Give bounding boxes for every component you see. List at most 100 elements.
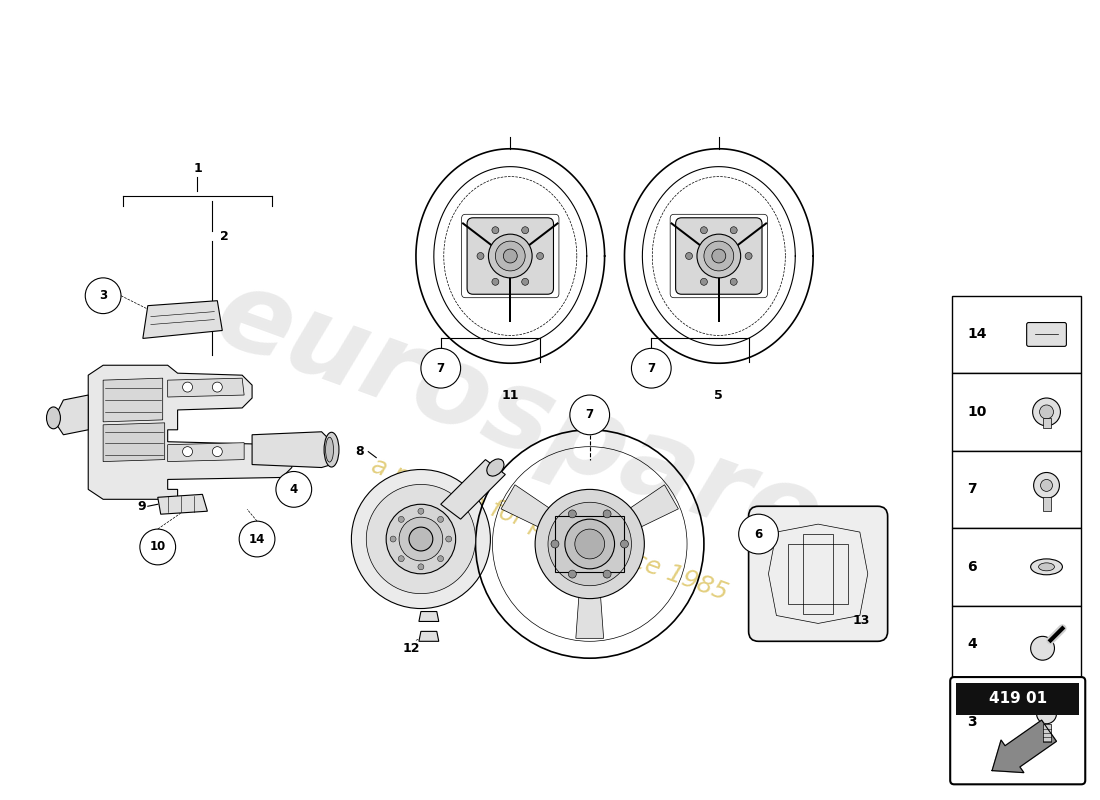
Polygon shape xyxy=(103,378,163,422)
Text: 14: 14 xyxy=(249,533,265,546)
Polygon shape xyxy=(157,494,208,514)
Circle shape xyxy=(701,226,707,234)
Circle shape xyxy=(351,470,491,609)
Circle shape xyxy=(730,278,737,286)
Text: 12: 12 xyxy=(403,642,420,654)
Circle shape xyxy=(521,226,529,234)
Circle shape xyxy=(212,446,222,457)
Polygon shape xyxy=(103,423,165,462)
Circle shape xyxy=(398,516,404,522)
Text: 3: 3 xyxy=(967,714,977,729)
Circle shape xyxy=(239,521,275,557)
Text: 7: 7 xyxy=(647,362,656,374)
Text: a passion for parts since 1985: a passion for parts since 1985 xyxy=(368,454,732,605)
FancyBboxPatch shape xyxy=(675,218,762,294)
Circle shape xyxy=(1033,398,1060,426)
Polygon shape xyxy=(143,301,222,338)
Text: 2: 2 xyxy=(220,230,229,242)
Text: 13: 13 xyxy=(852,614,870,627)
Polygon shape xyxy=(167,442,244,462)
Polygon shape xyxy=(619,485,679,533)
FancyBboxPatch shape xyxy=(953,450,1081,528)
Circle shape xyxy=(386,504,455,574)
Circle shape xyxy=(712,249,726,263)
Circle shape xyxy=(492,226,499,234)
Polygon shape xyxy=(88,366,292,499)
Text: 5: 5 xyxy=(714,389,723,402)
Text: 7: 7 xyxy=(585,408,594,422)
Circle shape xyxy=(212,382,222,392)
Circle shape xyxy=(548,502,631,586)
FancyBboxPatch shape xyxy=(1043,498,1050,511)
Text: 4: 4 xyxy=(289,483,298,496)
FancyBboxPatch shape xyxy=(950,677,1086,784)
Text: 1: 1 xyxy=(194,162,201,175)
Circle shape xyxy=(1034,473,1059,498)
FancyBboxPatch shape xyxy=(468,218,553,294)
FancyBboxPatch shape xyxy=(1043,418,1050,428)
Circle shape xyxy=(1031,636,1055,660)
FancyBboxPatch shape xyxy=(953,683,1081,761)
Polygon shape xyxy=(419,611,439,622)
Polygon shape xyxy=(54,395,88,434)
Ellipse shape xyxy=(487,459,504,476)
Ellipse shape xyxy=(1038,563,1055,571)
Circle shape xyxy=(603,510,612,518)
FancyBboxPatch shape xyxy=(1026,322,1066,346)
Circle shape xyxy=(569,570,576,578)
Circle shape xyxy=(569,510,576,518)
Circle shape xyxy=(745,253,752,259)
Circle shape xyxy=(1036,704,1056,724)
FancyBboxPatch shape xyxy=(953,528,1081,606)
Text: 3: 3 xyxy=(99,290,107,302)
Circle shape xyxy=(575,529,605,559)
Circle shape xyxy=(398,556,404,562)
Text: eurospares: eurospares xyxy=(201,259,899,600)
Text: 8: 8 xyxy=(355,445,364,458)
Text: 7: 7 xyxy=(967,482,977,496)
Circle shape xyxy=(1041,479,1053,491)
Circle shape xyxy=(418,564,424,570)
FancyBboxPatch shape xyxy=(1043,724,1050,742)
Polygon shape xyxy=(252,432,331,467)
FancyBboxPatch shape xyxy=(953,296,1081,373)
Text: 419 01: 419 01 xyxy=(989,691,1047,706)
Circle shape xyxy=(685,253,693,259)
Circle shape xyxy=(535,490,645,598)
Circle shape xyxy=(603,570,612,578)
Circle shape xyxy=(504,249,517,263)
Ellipse shape xyxy=(1031,559,1063,574)
Circle shape xyxy=(739,514,779,554)
Circle shape xyxy=(701,278,707,286)
Circle shape xyxy=(140,529,176,565)
Polygon shape xyxy=(419,631,439,642)
Circle shape xyxy=(565,519,615,569)
Text: 7: 7 xyxy=(437,362,444,374)
Ellipse shape xyxy=(324,432,339,467)
Circle shape xyxy=(390,536,396,542)
Circle shape xyxy=(276,471,311,507)
Polygon shape xyxy=(575,584,604,638)
Text: 6: 6 xyxy=(967,560,977,574)
Circle shape xyxy=(488,234,532,278)
Polygon shape xyxy=(502,485,560,533)
Text: 4: 4 xyxy=(967,638,977,651)
Ellipse shape xyxy=(46,407,60,429)
Circle shape xyxy=(446,536,452,542)
Circle shape xyxy=(438,516,443,522)
Circle shape xyxy=(537,253,543,259)
Text: 10: 10 xyxy=(967,405,987,419)
Text: 9: 9 xyxy=(138,500,146,513)
Circle shape xyxy=(438,556,443,562)
Ellipse shape xyxy=(326,438,333,462)
Circle shape xyxy=(730,226,737,234)
Circle shape xyxy=(409,527,432,551)
Circle shape xyxy=(183,446,192,457)
Circle shape xyxy=(631,348,671,388)
FancyBboxPatch shape xyxy=(953,373,1081,450)
FancyBboxPatch shape xyxy=(953,606,1081,683)
Text: 6: 6 xyxy=(755,527,762,541)
Polygon shape xyxy=(992,720,1056,773)
Circle shape xyxy=(620,540,628,548)
Circle shape xyxy=(495,241,525,271)
